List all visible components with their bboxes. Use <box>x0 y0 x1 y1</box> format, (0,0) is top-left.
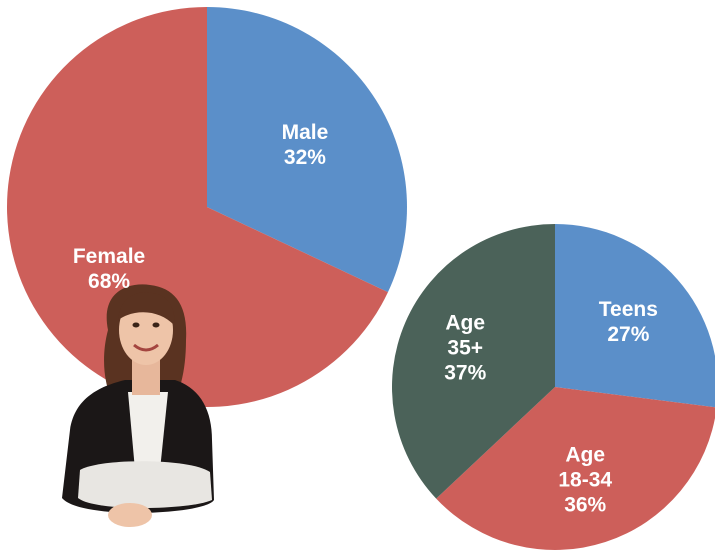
category-label: Male <box>255 120 355 145</box>
value-label: 32% <box>255 145 355 170</box>
page: Male32%Female68%Teens27%Age 18-3436%Age … <box>0 0 715 551</box>
value-label: 36% <box>552 493 618 518</box>
value-label: 37% <box>432 361 498 386</box>
category-label: Age 18-34 <box>552 443 618 493</box>
value-label: 27% <box>595 322 661 347</box>
category-label: Teens <box>595 297 661 322</box>
category-label: Female <box>59 244 159 269</box>
slice-label: Age 35+37% <box>432 311 498 386</box>
value-label: 68% <box>59 269 159 294</box>
category-label: Age 35+ <box>432 311 498 361</box>
